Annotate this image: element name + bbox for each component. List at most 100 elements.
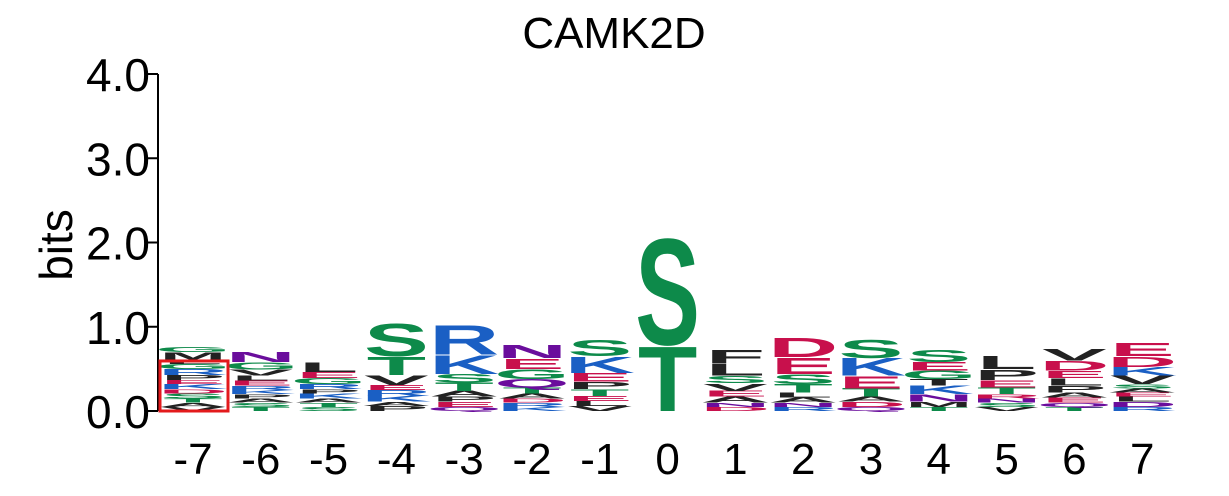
logo-letter: K — [1107, 365, 1177, 378]
x-tick-label: -1 — [580, 435, 619, 484]
logo-letter: G — [155, 363, 230, 371]
x-tick-label: 3 — [859, 435, 883, 484]
logo-letter: M — [906, 400, 972, 408]
logo-letter: N — [497, 341, 567, 362]
logo-letter: V — [364, 372, 429, 388]
logo-letter: E — [974, 378, 1039, 390]
logo-letter: K — [158, 383, 229, 391]
logo-letter: A — [1107, 387, 1177, 394]
logo-letter: D — [700, 406, 770, 413]
logo-letter: E — [364, 384, 429, 392]
logo-letter: T — [367, 352, 426, 381]
logo-letter: Q — [1037, 402, 1113, 409]
logo-letter: D — [1039, 358, 1109, 374]
logo-letter: S — [703, 374, 768, 386]
logo-letter: T — [909, 406, 968, 413]
logo-letter: T — [909, 377, 968, 387]
x-tick-label: -6 — [241, 435, 280, 484]
logo-letter: E — [771, 353, 836, 379]
logo-letter: R — [497, 402, 567, 409]
logo-letter: S — [432, 372, 497, 385]
highlight-box — [158, 359, 230, 413]
logo-letter: T — [299, 402, 358, 409]
x-tick-label: -2 — [512, 435, 551, 484]
logo-letter: K — [497, 406, 568, 413]
logo-letter: V — [228, 368, 293, 377]
logo-letter: S — [906, 346, 971, 366]
x-tick-label: 1 — [723, 435, 747, 484]
x-tick-label: 5 — [994, 435, 1018, 484]
logo-letter: P — [161, 374, 226, 382]
logo-letter: A — [294, 397, 364, 404]
chart-title: CAMK2D — [522, 9, 705, 58]
logo-letter: L — [1045, 376, 1104, 388]
logo-letter: D — [836, 400, 906, 408]
logo-letter: A — [497, 392, 567, 400]
logo-letter: K — [904, 383, 974, 396]
logo-letter: R — [1107, 406, 1177, 413]
logo-letter: T — [163, 397, 222, 404]
logo-letter: V — [1110, 373, 1175, 386]
logo-letter: L — [706, 360, 765, 380]
logo-letter: V — [161, 406, 226, 413]
logo-letter: G — [494, 366, 569, 382]
logo-letter: K — [294, 392, 365, 400]
logo-letter: E — [161, 379, 226, 386]
logo-letter: T — [231, 406, 290, 413]
logo-letter: L — [299, 359, 358, 375]
logo-letter: S — [771, 371, 836, 387]
logo-letter: T — [638, 328, 697, 431]
logo-letter: E — [1110, 391, 1175, 398]
y-tick-label: 3.0 — [86, 133, 150, 185]
logo-letter: G — [223, 360, 298, 372]
logo-letter: V — [567, 405, 632, 413]
x-tick-label: -7 — [173, 435, 212, 484]
logo-letter: E — [1110, 339, 1175, 360]
logo-letter: S — [839, 335, 904, 364]
logo-letter: T — [841, 386, 900, 399]
logo-letter: K — [565, 352, 635, 378]
y-tick-label: 1.0 — [86, 302, 150, 354]
logo-letter: N — [226, 348, 296, 365]
logo-letter: R — [972, 393, 1042, 400]
logo-letter: F — [706, 346, 765, 367]
y-tick-label: 0.0 — [86, 386, 150, 438]
logo-letter: T — [977, 386, 1036, 396]
logo-letter: Q — [426, 406, 502, 413]
logo-letter: L — [231, 374, 290, 382]
logo-letter: E — [703, 389, 768, 398]
highlight-box-layer — [158, 359, 230, 413]
logo-letter: P — [974, 366, 1039, 383]
logo-letter: E — [906, 360, 971, 373]
logo-letter: N — [700, 402, 770, 409]
y-tick-label: 4.0 — [86, 49, 150, 101]
logo-letter: E — [296, 371, 361, 380]
logo-letter: P — [1042, 384, 1107, 394]
logo-letter: L — [977, 352, 1036, 373]
logo-letter: G — [155, 346, 230, 354]
logo-letter: K — [836, 354, 906, 381]
logo-letter: T — [570, 387, 629, 397]
logo-letter: E — [500, 355, 565, 372]
logo-letter: R — [768, 406, 838, 413]
logo-letter: D — [497, 397, 567, 404]
logo-letter: D — [1107, 400, 1177, 408]
logo-letter: L — [1113, 395, 1172, 403]
logo-letter: N — [904, 392, 974, 404]
logo-letter: G — [291, 377, 366, 386]
logo-letter: G — [901, 368, 976, 381]
x-tick-label: -5 — [309, 435, 348, 484]
logo-letter: V — [1042, 346, 1107, 364]
logo-letter: S — [161, 392, 226, 400]
logo-letter: A — [700, 395, 770, 404]
